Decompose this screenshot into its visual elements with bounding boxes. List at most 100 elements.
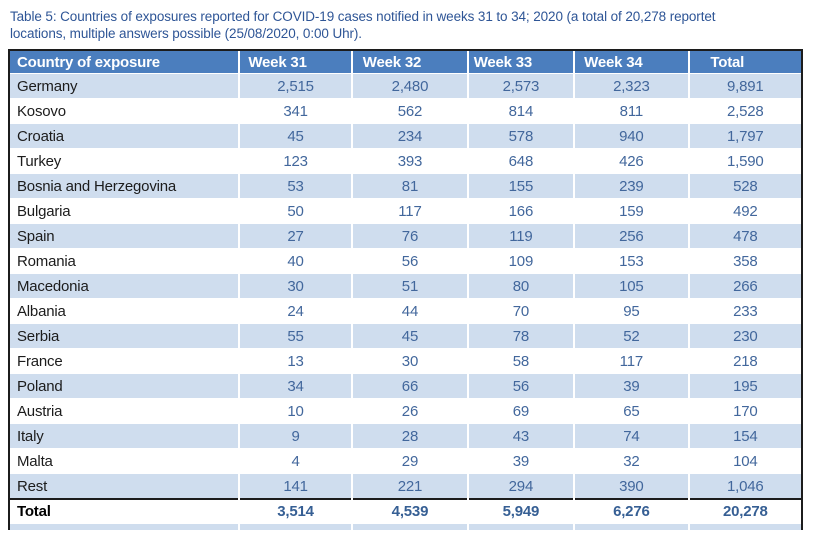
- value-cell: 562: [352, 98, 469, 124]
- country-cell: Romania: [10, 248, 240, 274]
- total-cell: 104: [688, 448, 801, 474]
- total-cell: 230: [688, 323, 801, 349]
- total-value-cell: 5,949: [467, 498, 576, 524]
- value-cell: 155: [467, 173, 576, 199]
- value-cell: 28: [352, 423, 469, 449]
- total-cell: 266: [688, 273, 801, 299]
- value-cell: 55: [238, 323, 354, 349]
- value-cell: 30: [238, 273, 354, 299]
- strip-cell: [352, 523, 469, 530]
- column-header-country: Country of exposure: [10, 51, 240, 74]
- value-cell: 390: [574, 473, 690, 499]
- value-cell: 940: [574, 123, 690, 149]
- value-cell: 69: [467, 398, 576, 424]
- value-cell: 2,573: [467, 73, 576, 99]
- country-cell: Italy: [10, 423, 240, 449]
- country-cell: Serbia: [10, 323, 240, 349]
- country-cell: Malta: [10, 448, 240, 474]
- total-value-cell: 3,514: [238, 498, 354, 524]
- value-cell: 159: [574, 198, 690, 224]
- value-cell: 221: [352, 473, 469, 499]
- exposure-table: Country of exposure Week 31 Week 32 Week…: [10, 51, 801, 530]
- country-cell: Spain: [10, 223, 240, 249]
- total-cell: 233: [688, 298, 801, 324]
- value-cell: 80: [467, 273, 576, 299]
- value-cell: 141: [238, 473, 354, 499]
- country-cell: Bulgaria: [10, 198, 240, 224]
- strip-cell: [10, 523, 240, 530]
- table-row-austria: Austria 10 26 69 65 170: [10, 398, 801, 424]
- value-cell: 95: [574, 298, 690, 324]
- value-cell: 578: [467, 123, 576, 149]
- country-cell: Rest: [10, 473, 240, 499]
- table-row-france: France 13 30 58 117 218: [10, 348, 801, 374]
- total-value-cell: 6,276: [574, 498, 690, 524]
- value-cell: 814: [467, 98, 576, 124]
- table-row-germany: Germany 2,515 2,480 2,573 2,323 9,891: [10, 73, 801, 99]
- value-cell: 426: [574, 148, 690, 174]
- value-cell: 117: [574, 348, 690, 374]
- value-cell: 76: [352, 223, 469, 249]
- table-row-serbia: Serbia 55 45 78 52 230: [10, 323, 801, 349]
- value-cell: 52: [574, 323, 690, 349]
- value-cell: 34: [238, 373, 354, 399]
- value-cell: 239: [574, 173, 690, 199]
- country-cell: Poland: [10, 373, 240, 399]
- value-cell: 117: [352, 198, 469, 224]
- value-cell: 81: [352, 173, 469, 199]
- value-cell: 648: [467, 148, 576, 174]
- table-row-italy: Italy 9 28 43 74 154: [10, 423, 801, 449]
- table-row-macedonia: Macedonia 30 51 80 105 266: [10, 273, 801, 299]
- column-header-week31: Week 31: [238, 51, 354, 74]
- value-cell: 50: [238, 198, 354, 224]
- exposure-table-frame: Country of exposure Week 31 Week 32 Week…: [8, 49, 803, 530]
- value-cell: 9: [238, 423, 354, 449]
- value-cell: 29: [352, 448, 469, 474]
- value-cell: 30: [352, 348, 469, 374]
- total-cell: 1,046: [688, 473, 801, 499]
- value-cell: 65: [574, 398, 690, 424]
- value-cell: 2,480: [352, 73, 469, 99]
- total-cell: 478: [688, 223, 801, 249]
- column-header-total: Total: [688, 51, 801, 74]
- value-cell: 109: [467, 248, 576, 274]
- country-cell: Germany: [10, 73, 240, 99]
- table-row-turkey: Turkey 123 393 648 426 1,590: [10, 148, 801, 174]
- value-cell: 294: [467, 473, 576, 499]
- value-cell: 341: [238, 98, 354, 124]
- value-cell: 393: [352, 148, 469, 174]
- value-cell: 45: [238, 123, 354, 149]
- total-label-cell: Total: [10, 498, 240, 524]
- country-cell: Austria: [10, 398, 240, 424]
- value-cell: 27: [238, 223, 354, 249]
- country-cell: France: [10, 348, 240, 374]
- value-cell: 105: [574, 273, 690, 299]
- country-cell: Turkey: [10, 148, 240, 174]
- value-cell: 44: [352, 298, 469, 324]
- total-cell: 195: [688, 373, 801, 399]
- value-cell: 40: [238, 248, 354, 274]
- table-caption: Table 5: Countries of exposures reported…: [10, 8, 780, 42]
- column-header-week34: Week 34: [574, 51, 690, 74]
- document-page: Table 5: Countries of exposures reported…: [0, 8, 816, 530]
- table-row-croatia: Croatia 45 234 578 940 1,797: [10, 123, 801, 149]
- value-cell: 256: [574, 223, 690, 249]
- country-cell: Kosovo: [10, 98, 240, 124]
- strip-cell: [688, 523, 801, 530]
- value-cell: 45: [352, 323, 469, 349]
- total-cell: 218: [688, 348, 801, 374]
- column-header-week33: Week 33: [467, 51, 576, 74]
- table-row-romania: Romania 40 56 109 153 358: [10, 248, 801, 274]
- value-cell: 166: [467, 198, 576, 224]
- value-cell: 66: [352, 373, 469, 399]
- value-cell: 58: [467, 348, 576, 374]
- caption-line-1: Table 5: Countries of exposures reported…: [10, 9, 716, 24]
- caption-line-2: locations, multiple answers possible (25…: [10, 26, 362, 41]
- total-cell: 9,891: [688, 73, 801, 99]
- strip-cell: [574, 523, 690, 530]
- table-row-rest: Rest 141 221 294 390 1,046: [10, 473, 801, 499]
- total-cell: 492: [688, 198, 801, 224]
- total-cell: 170: [688, 398, 801, 424]
- country-cell: Macedonia: [10, 273, 240, 299]
- total-cell: 358: [688, 248, 801, 274]
